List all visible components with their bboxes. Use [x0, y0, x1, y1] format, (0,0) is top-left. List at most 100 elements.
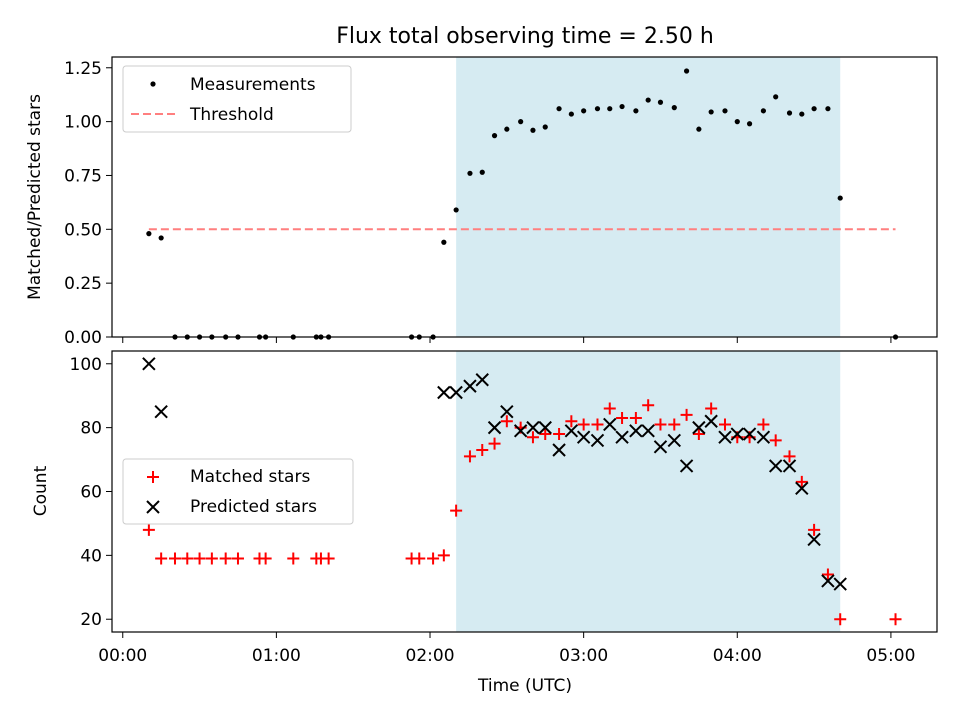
- matched-star-point: [526, 431, 539, 444]
- measurement-point: [542, 124, 548, 130]
- count-y-tick-label: 100: [70, 355, 102, 375]
- matched-star-point: [889, 613, 902, 626]
- measurement-point: [760, 108, 766, 114]
- ratio-y-axis-label: Matched/Predicted stars: [25, 94, 45, 300]
- measurement-point: [556, 106, 562, 112]
- matched-star-point: [142, 523, 155, 536]
- legend-measurements-label: Measurements: [190, 75, 316, 95]
- measurement-point: [696, 126, 702, 132]
- matched-star-point: [322, 552, 335, 565]
- predicted-star-point: [742, 427, 757, 441]
- count-y-tick-label: 60: [80, 483, 102, 503]
- count-panel: 20 40 60 80 100 00:00 01:00 02:00 03:00 04:00 05:…: [31, 350, 938, 696]
- matched-star-point: [769, 434, 782, 447]
- measurement-point: [633, 108, 639, 114]
- predicted-star-point: [730, 427, 744, 441]
- matched-star-point: [565, 415, 578, 428]
- count-y-axis-label: Count: [31, 465, 51, 516]
- matched-star-point: [553, 428, 566, 441]
- matched-star-point: [219, 552, 232, 565]
- predicted-star-point: [590, 433, 605, 448]
- matched-star-point: [757, 418, 770, 431]
- matched-star-point: [718, 418, 731, 431]
- measurement-point: [825, 106, 831, 112]
- predicted-star-point: [653, 440, 668, 454]
- matched-star-point: [705, 402, 718, 415]
- matched-star-point: [205, 552, 218, 565]
- predicted-star-point: [526, 420, 540, 435]
- predicted-star-point: [641, 424, 655, 438]
- legend-predicted-label: Predicted stars: [190, 497, 317, 517]
- predicted-star-point: [782, 459, 797, 473]
- matched-star-point: [193, 552, 206, 565]
- matched-star-point: [642, 399, 655, 412]
- predicted-star-point: [615, 430, 629, 444]
- legend-threshold-label: Threshold: [189, 105, 274, 125]
- legend-measurements-marker: [150, 81, 156, 87]
- matched-star-point: [539, 428, 552, 441]
- ratio-y-tick-label: 1.25: [64, 59, 102, 79]
- matched-star-point: [168, 552, 181, 565]
- matched-star-point: [500, 415, 513, 428]
- matched-star-point: [616, 412, 629, 425]
- matched-star-point: [413, 552, 426, 565]
- ratio-panel: 0.00 0.25 0.50 0.75 1.00 1.25 Matched/Predict…: [25, 56, 938, 348]
- count-y-tick-label: 40: [80, 546, 102, 566]
- measurement-point: [607, 106, 613, 112]
- x-tick-label: 03:00: [559, 646, 608, 666]
- x-axis-label: Time (UTC): [477, 676, 572, 696]
- matched-star-point: [808, 523, 821, 536]
- predicted-star-point: [552, 443, 566, 457]
- measurement-point: [530, 127, 536, 133]
- predicted-star-point: [576, 430, 591, 444]
- matched-star-point: [155, 552, 168, 565]
- predicted-star-point: [500, 404, 514, 419]
- measurement-point: [837, 195, 843, 201]
- predicted-star-point: [449, 385, 463, 400]
- ratio-y-tick-label: 1.00: [64, 113, 102, 133]
- measurement-point: [441, 239, 447, 245]
- predicted-star-point: [629, 424, 643, 438]
- predicted-star-point: [821, 574, 835, 588]
- matched-star-point: [603, 402, 616, 415]
- ratio-y-tick-label: 0.75: [64, 166, 102, 186]
- predicted-star-point: [833, 577, 847, 591]
- matched-star-point: [795, 475, 808, 488]
- measurement-point: [657, 99, 664, 105]
- matched-star-point: [680, 408, 693, 421]
- measurement-point: [683, 68, 690, 74]
- measurement-point: [722, 108, 728, 114]
- matched-star-point: [450, 504, 463, 517]
- x-tick-label: 01:00: [252, 646, 301, 666]
- predicted-star-point: [487, 420, 502, 435]
- predicted-star-point: [692, 420, 706, 435]
- matched-star-point: [577, 418, 590, 431]
- count-y-tick-label: 80: [80, 419, 102, 439]
- measurement-point: [786, 110, 793, 116]
- measurement-point: [504, 126, 510, 132]
- predicted-star-point: [564, 424, 579, 438]
- count-y-tick-label: 20: [80, 610, 102, 630]
- predicted-star-point: [795, 481, 809, 496]
- matched-star-point: [488, 437, 501, 450]
- ratio-plot-frame: [111, 56, 938, 338]
- predicted-star-point: [718, 430, 732, 444]
- measurement-point: [799, 111, 805, 117]
- matched-star-point: [463, 450, 476, 463]
- count-legend: Matched stars Predicted stars: [122, 458, 354, 525]
- matched-star-point: [427, 552, 440, 565]
- predicted-star-point: [807, 532, 821, 547]
- measurement-point: [518, 119, 524, 125]
- ratio-shaded-span: [456, 57, 841, 337]
- predicted-star-point: [667, 433, 681, 448]
- measurement-point: [453, 207, 459, 213]
- measurement-point: [746, 121, 753, 127]
- measurement-point: [708, 109, 714, 115]
- measurement-point: [146, 231, 152, 237]
- predicted-star-point: [679, 459, 694, 473]
- legend-matched-marker: [147, 471, 159, 483]
- chart-title: Flux total observing time = 2.50 h: [336, 24, 714, 49]
- predicted-star-point: [513, 424, 528, 438]
- matched-star-point: [783, 450, 796, 463]
- measurement-point: [479, 169, 485, 175]
